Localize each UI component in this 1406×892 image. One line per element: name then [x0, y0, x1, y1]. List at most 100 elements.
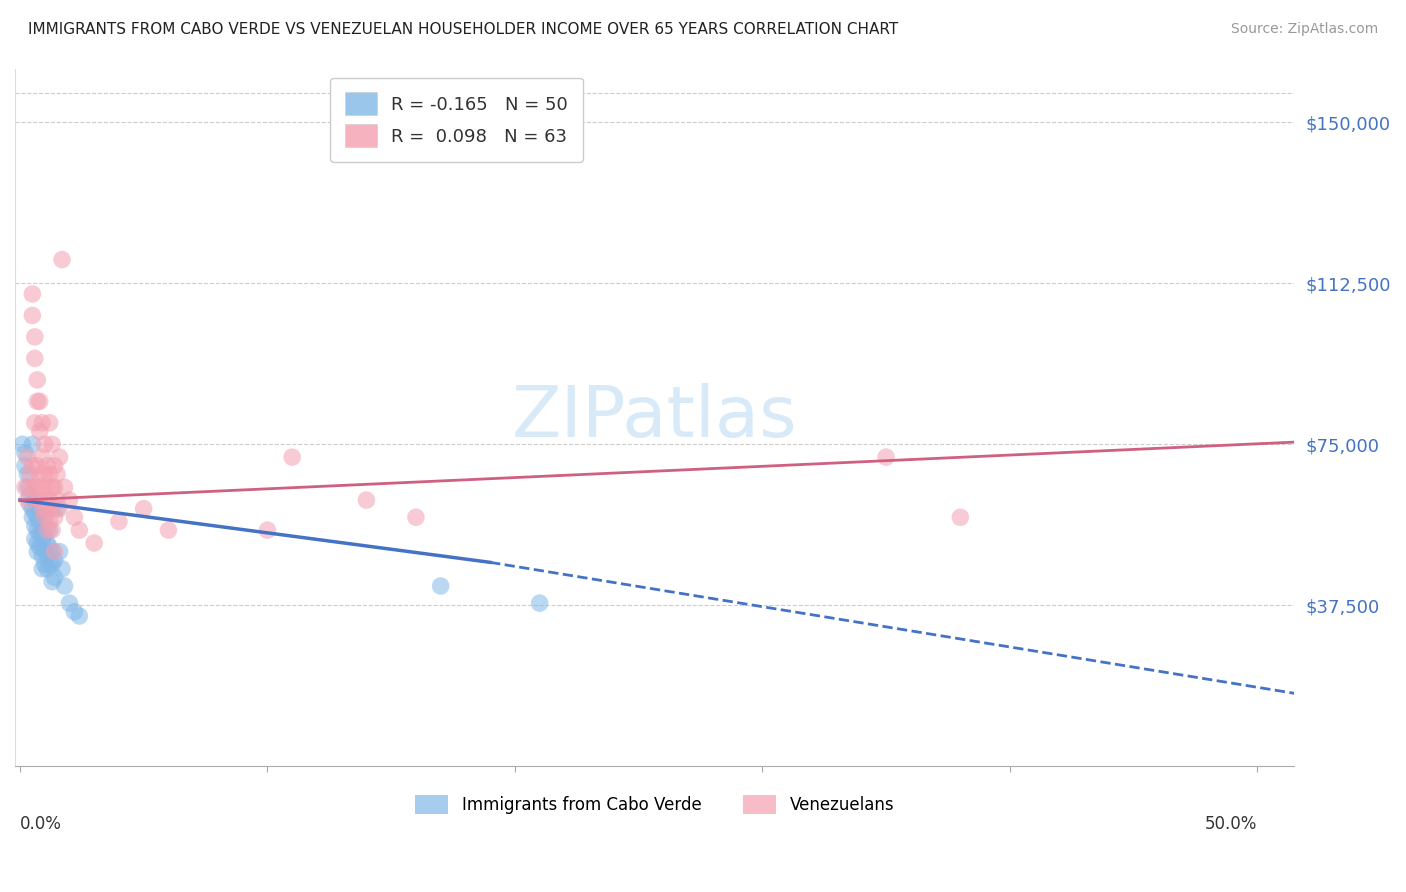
Point: [31, 450, 53, 464]
Point: [38, 416, 60, 430]
Point: [27, 458, 49, 473]
Point: [28, 501, 51, 516]
Point: [24, 351, 46, 366]
Point: [18, 489, 41, 503]
Point: [41, 501, 63, 516]
Point: [529, 596, 551, 610]
Point: [34, 527, 56, 541]
Point: [41, 544, 63, 558]
Point: [51, 252, 73, 267]
Point: [48, 450, 70, 464]
Point: [83, 536, 105, 550]
Point: [31, 416, 53, 430]
Point: [44, 570, 66, 584]
Point: [24, 416, 46, 430]
Point: [63, 510, 86, 524]
Point: [41, 558, 63, 572]
Text: 0.0%: 0.0%: [20, 815, 62, 833]
Point: [15, 467, 38, 482]
Point: [24, 506, 46, 520]
Point: [31, 549, 53, 563]
Point: [53, 480, 76, 494]
Point: [38, 558, 60, 572]
Point: [41, 574, 63, 589]
Point: [28, 515, 51, 529]
Point: [38, 515, 60, 529]
Point: [44, 480, 66, 494]
Text: Source: ZipAtlas.com: Source: ZipAtlas.com: [1230, 22, 1378, 37]
Point: [67, 609, 90, 624]
Point: [37, 480, 59, 494]
Point: [18, 497, 41, 511]
Point: [14, 480, 37, 494]
Point: [28, 527, 51, 541]
Point: [34, 510, 56, 524]
Point: [58, 596, 80, 610]
Point: [27, 544, 49, 558]
Point: [38, 467, 60, 482]
Point: [37, 549, 59, 563]
Point: [108, 515, 131, 529]
Point: [34, 437, 56, 451]
Point: [44, 458, 66, 473]
Point: [281, 450, 304, 464]
Point: [41, 437, 63, 451]
Point: [34, 510, 56, 524]
Point: [44, 544, 66, 558]
Point: [67, 523, 90, 537]
Point: [34, 558, 56, 572]
Point: [14, 446, 37, 460]
Point: [28, 541, 51, 555]
Point: [48, 544, 70, 558]
Point: [31, 480, 53, 494]
Point: [24, 493, 46, 508]
Text: IMMIGRANTS FROM CABO VERDE VS VENEZUELAN HOUSEHOLDER INCOME OVER 65 YEARS CORREL: IMMIGRANTS FROM CABO VERDE VS VENEZUELAN…: [28, 22, 898, 37]
Point: [11, 437, 34, 451]
Point: [256, 523, 278, 537]
Point: [21, 458, 44, 473]
Point: [41, 523, 63, 537]
Point: [31, 562, 53, 576]
Point: [27, 394, 49, 409]
Point: [48, 501, 70, 516]
Point: [21, 309, 44, 323]
Point: [34, 493, 56, 508]
Point: [14, 458, 37, 473]
Point: [31, 536, 53, 550]
Point: [21, 501, 44, 516]
Point: [46, 467, 69, 482]
Point: [41, 480, 63, 494]
Point: [58, 493, 80, 508]
Point: [24, 532, 46, 546]
Point: [38, 523, 60, 537]
Text: ZIPatlas: ZIPatlas: [512, 383, 797, 452]
Point: [37, 458, 59, 473]
Point: [21, 510, 44, 524]
Point: [15, 480, 38, 494]
Point: [405, 510, 427, 524]
Point: [27, 373, 49, 387]
Point: [21, 287, 44, 301]
Point: [34, 544, 56, 558]
Legend: Immigrants from Cabo Verde, Venezuelans: Immigrants from Cabo Verde, Venezuelans: [408, 789, 901, 821]
Point: [46, 501, 69, 516]
Point: [15, 450, 38, 464]
Point: [46, 493, 69, 508]
Point: [27, 536, 49, 550]
Point: [24, 519, 46, 533]
Point: [949, 510, 972, 524]
Point: [15, 493, 38, 508]
Point: [63, 605, 86, 619]
Point: [51, 562, 73, 576]
Point: [28, 493, 51, 508]
Point: [18, 467, 41, 482]
Point: [18, 480, 41, 494]
Point: [53, 579, 76, 593]
Point: [31, 523, 53, 537]
Point: [37, 536, 59, 550]
Point: [27, 480, 49, 494]
Point: [24, 330, 46, 344]
Point: [27, 523, 49, 537]
Point: [356, 493, 378, 508]
Point: [34, 467, 56, 482]
